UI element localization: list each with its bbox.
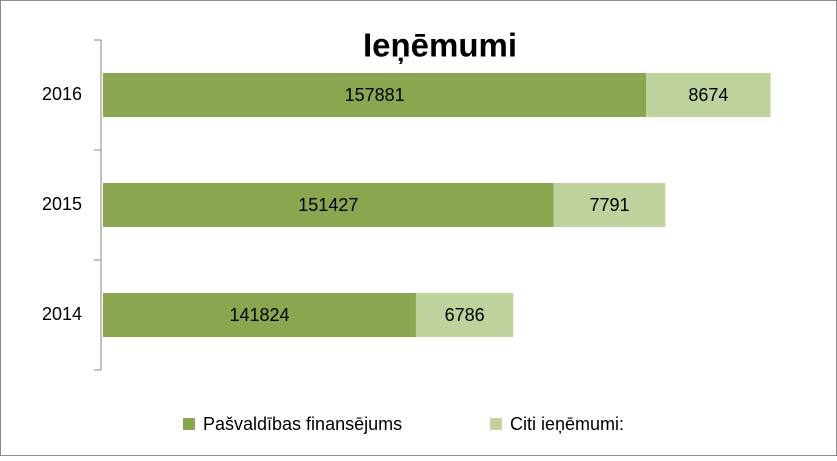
- chart-title: Ieņēmumi: [363, 27, 517, 64]
- bar-segment: [103, 73, 647, 117]
- bar-segment: [553, 183, 666, 227]
- legend-label: Pašvaldības finansējums: [203, 414, 402, 434]
- bar-segment: [415, 293, 514, 337]
- legend-label: Citi ieņēmumi:: [510, 414, 624, 434]
- legend-swatch: [183, 418, 195, 430]
- data-label: 157881: [345, 85, 405, 105]
- data-label: 141824: [229, 305, 289, 325]
- data-label: 6786: [445, 305, 485, 325]
- bar-segment: [103, 293, 416, 337]
- y-tick-label: 2015: [42, 194, 82, 214]
- y-tick-label: 2016: [42, 84, 82, 104]
- bar-segment: [103, 183, 554, 227]
- bar-segment: [646, 73, 771, 117]
- data-label: 8674: [688, 85, 728, 105]
- data-label: 7791: [590, 195, 630, 215]
- y-tick-label: 2014: [42, 304, 82, 324]
- category-axis: [94, 39, 102, 371]
- legend-swatch: [490, 418, 502, 430]
- data-label: 151427: [298, 195, 358, 215]
